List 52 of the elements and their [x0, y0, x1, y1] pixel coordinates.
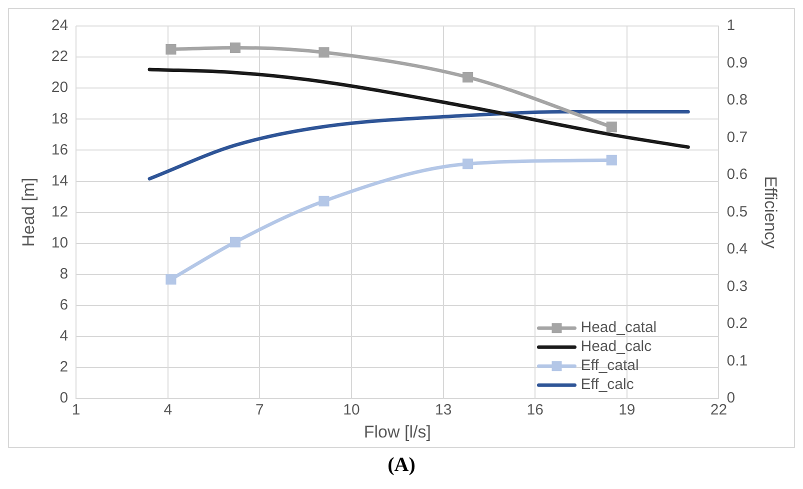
y2-tick-label: 0.6: [726, 166, 748, 184]
y2-tick-label: 0.2: [726, 315, 748, 332]
y2-tick-label: 0.7: [726, 128, 748, 146]
y2-tick-label: 1: [726, 17, 736, 34]
x-tick-label: 1: [72, 402, 80, 419]
y-tick-label: 16: [51, 141, 68, 158]
y-tick-label: 22: [51, 48, 68, 66]
y-tick-label: 2: [60, 358, 68, 376]
y2-tick-label: 0.4: [726, 240, 748, 258]
legend-label: Eff_catal: [580, 357, 639, 374]
point: [166, 44, 176, 55]
y2-tick-label: 0.9: [726, 54, 748, 72]
y-tick-label: 24: [51, 17, 68, 34]
y-tick-label: 12: [51, 203, 68, 220]
y2-tick-label: 0.1: [726, 352, 748, 370]
y-tick-label: 0: [60, 390, 68, 407]
y-tick-label: 6: [60, 296, 68, 314]
y-tick-label: 10: [51, 234, 68, 252]
point: [230, 42, 241, 54]
y-tick-label: 18: [51, 110, 68, 128]
point: [318, 196, 330, 206]
y2-tick-label: 0.3: [726, 278, 748, 295]
legend-label: Head_catal: [580, 319, 657, 336]
point: [462, 158, 474, 170]
y-tick-label: 14: [51, 172, 68, 190]
y-tick-label: 8: [60, 266, 68, 283]
y-tick-label: 4: [60, 328, 68, 345]
x-tick-label: 19: [618, 402, 636, 419]
y2-tick-label: 0.8: [726, 92, 748, 109]
x-tick-label: 16: [526, 402, 544, 419]
y2-tick-label: 0.5: [726, 203, 748, 220]
x-tick-label: 4: [164, 402, 172, 419]
y-tick-label: 20: [51, 79, 68, 96]
y2-tick-label: 0: [726, 390, 736, 407]
y2-axis-title: Efficiency: [761, 176, 780, 250]
point: [318, 47, 330, 58]
x-tick-label: 7: [256, 402, 264, 419]
x-tick-label: 10: [343, 402, 360, 419]
legend-label: Head_calc: [580, 338, 652, 356]
x-tick-label: 22: [710, 402, 728, 419]
point: [606, 122, 617, 132]
point: [230, 236, 241, 248]
line-series: [148, 110, 690, 181]
y-axis-title: Head [m]: [18, 178, 38, 247]
legend-label: Eff_calc: [580, 376, 634, 394]
point: [606, 154, 617, 166]
x-tick-label: 13: [434, 402, 452, 419]
point: [166, 274, 176, 285]
point: [462, 72, 474, 83]
line-series: [148, 68, 690, 149]
text: (A): [386, 454, 416, 477]
x-axis-title: Flow [l/s]: [364, 422, 431, 442]
